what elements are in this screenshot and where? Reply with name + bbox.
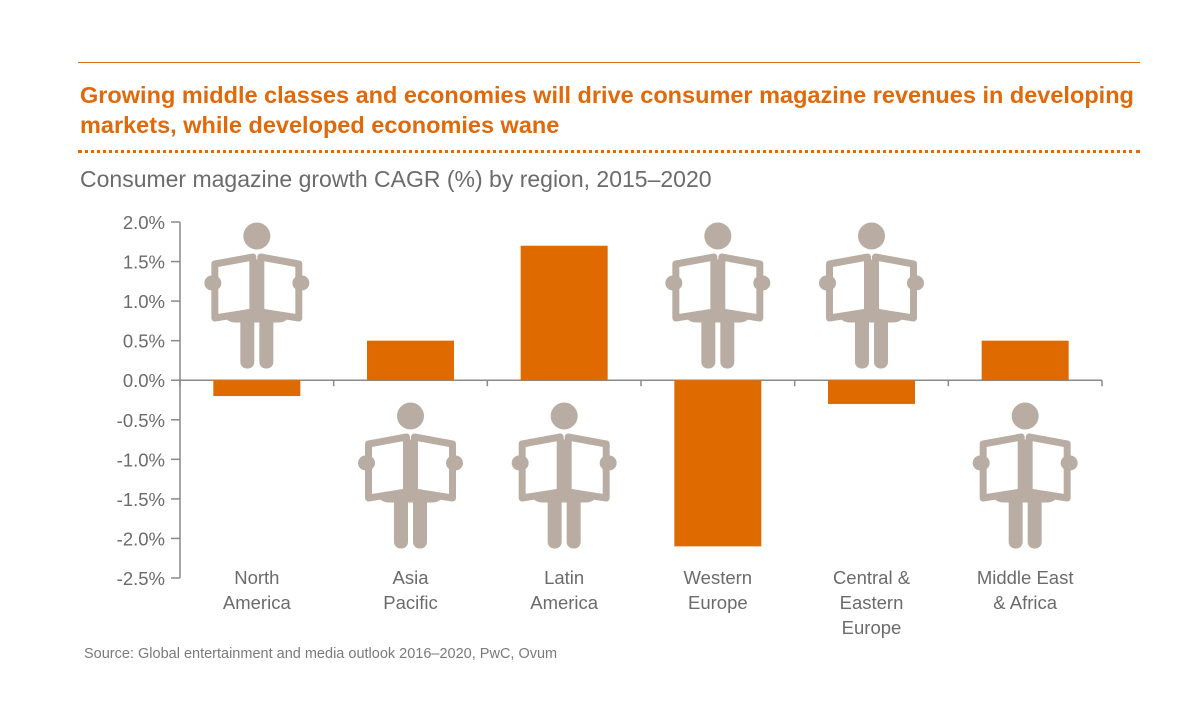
x-category-label: Western Europe xyxy=(684,567,753,613)
y-tick-label: -1.0% xyxy=(117,449,165,470)
x-category-label-line: Central & xyxy=(833,567,911,588)
y-tick-label: 0.0% xyxy=(123,370,165,391)
x-category-label-line: Western xyxy=(684,567,753,588)
x-category-label-line: Europe xyxy=(688,592,748,613)
x-category-label-line: Latin xyxy=(544,567,584,588)
person-reading-newspaper-icon xyxy=(512,403,616,548)
person-reading-newspaper-icon xyxy=(820,223,924,368)
source-note: Source: Global entertainment and media o… xyxy=(84,646,558,662)
bar xyxy=(828,380,915,404)
bar xyxy=(981,340,1069,381)
x-category-label-line: Europe xyxy=(842,617,902,638)
x-category-label-line: Pacific xyxy=(383,592,438,613)
headline: Growing middle classes and economies wil… xyxy=(80,82,1134,138)
top-rule xyxy=(78,62,1140,63)
x-category-label-line: America xyxy=(530,592,599,613)
y-tick-label: 1.5% xyxy=(123,252,165,273)
x-category-label-line: Eastern xyxy=(840,592,904,613)
y-tick-label: 1.0% xyxy=(123,291,165,312)
bar-chart: 2.0% 1.5% 1.0% 0.5% 0.0% -0.5% -1.0% -1.5% -2.0%… xyxy=(117,212,1103,638)
person-reading-newspaper-icon xyxy=(973,403,1077,548)
x-category-label-line: North xyxy=(234,567,279,588)
y-tick-label: -2.0% xyxy=(117,528,165,549)
x-category-label: Asia Pacific xyxy=(383,567,438,613)
x-category-label: Middle East & Africa xyxy=(977,567,1074,613)
x-category-label-line: Middle East xyxy=(977,567,1074,588)
chart-subtitle: Consumer magazine growth CAGR (%) by reg… xyxy=(80,166,712,192)
bar xyxy=(520,245,608,381)
y-tick-label: -1.5% xyxy=(117,489,165,510)
x-category-label: Central & Eastern Europe xyxy=(833,567,911,638)
person-reading-newspaper-icon xyxy=(359,403,463,548)
y-tick-label: -2.5% xyxy=(117,568,165,589)
dotted-rule xyxy=(78,150,1140,153)
bar xyxy=(674,380,762,547)
bar xyxy=(213,380,301,397)
y-tick-label: 0.5% xyxy=(123,331,165,352)
x-category-label-line: Asia xyxy=(393,567,430,588)
y-tick-label: 2.0% xyxy=(123,212,165,233)
y-tick-label: -0.5% xyxy=(117,410,165,431)
person-reading-newspaper-icon xyxy=(666,223,770,368)
x-category-label: Latin America xyxy=(530,567,599,613)
x-category-label-line: America xyxy=(223,592,292,613)
x-category-label-line: & Africa xyxy=(993,592,1057,613)
x-category-label: North America xyxy=(223,567,292,613)
bar xyxy=(367,340,454,381)
person-reading-newspaper-icon xyxy=(205,223,309,368)
